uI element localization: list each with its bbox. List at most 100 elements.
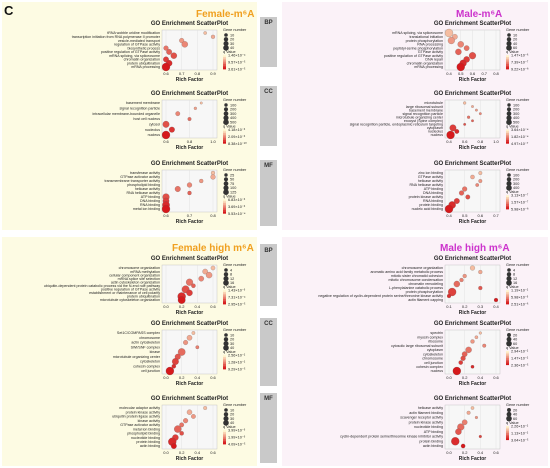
size-legend-dot [223,45,229,51]
x-tick-label: 0.0 [163,304,169,309]
x-axis-label: Rich Factor [459,77,487,83]
go-term-label: kinase activity [138,419,161,423]
x-tick-label: 0.6 [210,450,216,455]
go-term-label: GTPase activity [418,175,443,179]
color-legend-label: 1.57×10⁻⁷ [511,201,529,205]
data-point [470,406,475,410]
color-legend-title: q Value [223,125,236,129]
go-term-label: cohesin complex [416,365,443,369]
go-term-label: actin filament binding [409,411,443,415]
color-legend-swatch [223,440,226,443]
x-tick-label: 0.4 [478,450,484,455]
go-term-label: GTPase activator activity [120,175,160,179]
plot-title: GO Enrichment ScatterPlot [151,21,228,27]
color-legend-label: 3.69×10⁻³ [228,205,246,209]
go-term-label: regulation of GTPase activity [114,43,160,47]
size-legend-dot [506,280,512,286]
male-title: Male-m⁶A [456,9,503,20]
go-term-label: L-phenylalanine catabolic process [389,286,443,290]
color-legend-swatch [506,297,509,300]
size-legend-label: 400 [513,186,519,190]
size-legend-dot [223,37,229,42]
go-term-label: chromosome [139,336,160,340]
size-legend-label: 200 [230,108,236,112]
go-term-label: establishment or maintenance of cell pol… [89,291,160,295]
color-legend-swatch [223,358,226,361]
go-term-label: protein ubiquitination [127,61,160,65]
data-point [451,437,460,446]
color-legend-swatch [223,55,226,58]
x-tick-label: 0.6 [210,304,216,309]
color-legend-label: 4.18×10⁻³ [228,128,246,132]
color-legend-swatch [506,205,509,208]
data-point [186,335,193,341]
go-term-label: chromatin remodeling [408,282,443,286]
size-legend-dot [224,103,228,107]
data-point [444,28,454,38]
color-legend-swatch [223,56,226,59]
size-legend-dot [223,115,229,121]
data-point [171,364,177,369]
data-point [471,105,474,108]
go-term-label: ATP binding [424,430,443,434]
x-tick-label: 1.0 [493,139,499,144]
size-legend-label: 10 [230,33,234,37]
color-legend-swatch [506,133,509,135]
color-legend-label: 3.64×10⁻⁴ [511,128,529,132]
go-term-label: negative regulation of cyclin-dependent … [318,294,443,298]
color-legend-swatch [223,367,226,370]
color-legend-swatch [506,300,509,303]
category-bar-bp-2 [260,244,277,306]
go-term-label: chromatin organization [407,61,443,65]
size-legend-dot [223,341,229,347]
x-tick-label: 0.6 [493,375,499,380]
size-legend-label: 60 [513,342,517,346]
size-legend-dot [506,107,512,112]
color-legend-label: 9.57×10⁻⁵ [228,61,246,65]
size-legend-label: 20 [230,38,234,42]
size-legend-dot [223,345,229,351]
x-tick-label: 0.5 [458,71,464,76]
x-tick-label: 0.8 [478,139,484,144]
data-point [459,277,464,283]
size-legend-dot [223,107,229,112]
color-legend-swatch [223,204,226,207]
size-legend-title: Gene number [223,328,247,332]
size-legend-label: 40 [230,46,234,50]
color-legend-title: q Value [506,190,519,194]
x-tick-label: 0.4 [493,304,499,309]
data-point [463,101,467,105]
go-term-label: mitotic sister chromatid cohesion [391,274,443,278]
size-legend-label: 100 [513,173,519,177]
color-legend-swatch [223,290,226,293]
go-term-label: helicase activity [418,406,443,410]
size-legend-label: 100 [513,103,519,107]
go-term-label: RNA processing [417,43,443,47]
color-legend-title: q Value [506,346,519,350]
data-point [475,108,478,112]
size-legend-label: 100 [230,103,236,107]
size-legend-dot [223,41,229,47]
data-point [454,129,460,134]
go-term-label: protein binding [136,440,160,444]
color-legend-swatch [506,291,509,294]
x-tick-label: 0.9 [210,71,216,76]
data-point [195,345,200,350]
color-legend-label: 1.19×10⁻² [511,289,529,293]
plot-title: GO Enrichment ScatterPlot [434,321,511,327]
data-point [462,186,468,192]
data-point [199,101,203,105]
color-legend-swatch [223,433,226,436]
size-legend-dot [506,276,512,282]
male-high-quadrant [282,237,548,466]
go-term-label: RNA helicase activity [126,191,160,195]
data-point [187,190,192,196]
go-term-label: microtubule [424,101,443,105]
x-tick-label: 0.8 [195,71,201,76]
go-term-label: RNA helicase activity [409,183,443,187]
data-point [478,269,483,275]
color-legend-swatch [223,141,226,144]
data-point [179,431,184,436]
plot-title: GO Enrichment ScatterPlot [151,161,228,167]
data-point [177,296,186,304]
